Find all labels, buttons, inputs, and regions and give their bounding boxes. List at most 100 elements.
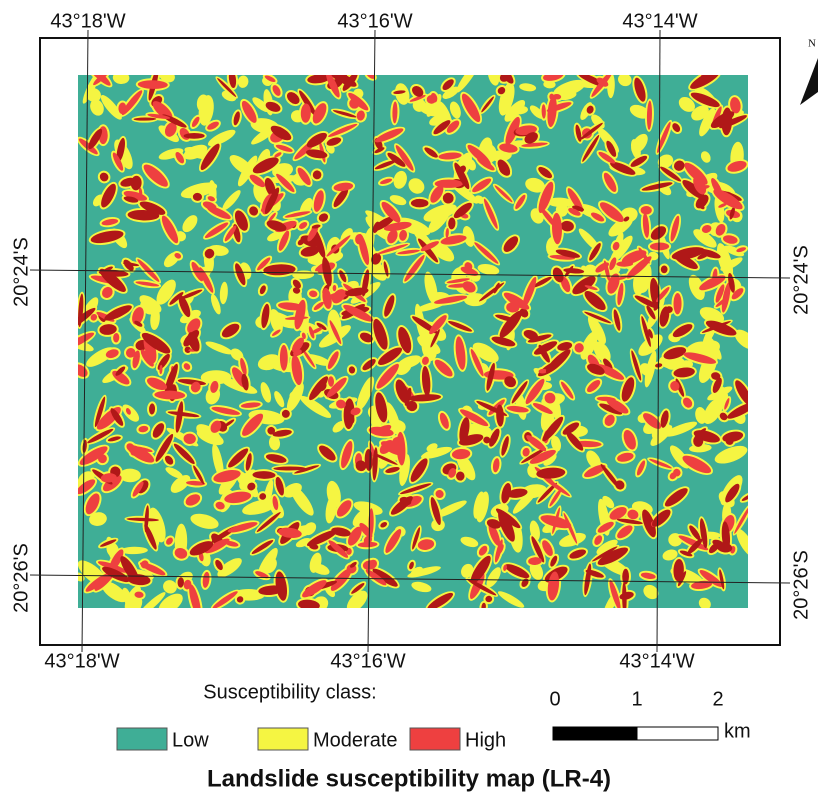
scale-label: 2 [712, 688, 723, 710]
lon-label: 43°18'W [50, 10, 125, 32]
moderate-patch [695, 407, 707, 424]
high-patch [272, 85, 281, 96]
high-patch [616, 261, 634, 267]
high-patch [249, 206, 259, 216]
high-patch [98, 269, 129, 277]
moderate-patch [698, 340, 720, 357]
high-patch [356, 110, 365, 121]
moderate-patch [657, 154, 674, 169]
legend-swatch [116, 727, 168, 751]
high-patch [511, 381, 528, 404]
high-patch [328, 540, 349, 558]
high-patch [646, 305, 656, 320]
high-patch [376, 363, 399, 389]
high-patch [683, 352, 717, 364]
moderate-patch [504, 100, 526, 122]
high-patch [430, 185, 444, 203]
high-patch [399, 229, 408, 241]
high-patch [693, 175, 707, 195]
moderate-patch [325, 494, 337, 524]
high-patch [102, 566, 130, 583]
high-patch [345, 287, 369, 297]
high-patch [110, 408, 124, 426]
high-patch [417, 238, 439, 263]
lon-label: 43°14'W [619, 650, 694, 672]
moderate-patch [477, 263, 500, 275]
moderate-patch [456, 75, 480, 93]
high-patch [318, 213, 329, 222]
moderate-patch [269, 309, 283, 334]
moderate-patch [519, 83, 537, 92]
high-patch [506, 405, 529, 413]
high-patch [586, 105, 594, 114]
high-patch [193, 465, 205, 485]
high-patch [503, 564, 507, 571]
high-patch [621, 377, 635, 402]
high-patch [333, 182, 354, 192]
high-patch [78, 138, 98, 155]
high-patch [265, 454, 287, 463]
high-patch [459, 409, 489, 427]
moderate-patch [442, 86, 460, 99]
high-patch [207, 196, 216, 202]
high-patch [267, 426, 276, 435]
moderate-patch [158, 75, 175, 83]
high-patch [572, 205, 585, 212]
high-patch [398, 326, 412, 354]
high-patch [228, 448, 249, 468]
high-patch [392, 101, 398, 124]
high-patch [660, 166, 682, 182]
moderate-patch [106, 542, 119, 557]
moderate-patch [529, 561, 544, 581]
high-patch [701, 225, 712, 233]
high-patch [278, 527, 302, 539]
moderate-patch [150, 307, 160, 331]
high-patch [712, 377, 722, 394]
moderate-patch [664, 421, 698, 437]
high-patch [699, 569, 723, 588]
high-patch [616, 518, 643, 525]
high-patch [523, 329, 538, 340]
high-patch [134, 591, 144, 598]
moderate-patch [597, 127, 619, 153]
high-patch [275, 571, 288, 601]
high-patch [521, 142, 548, 147]
moderate-patch [433, 500, 467, 518]
high-patch [161, 215, 179, 244]
high-patch [567, 188, 584, 213]
high-patch [526, 435, 547, 452]
high-patch [306, 132, 327, 148]
high-patch [132, 481, 144, 497]
moderate-patch [165, 467, 183, 479]
moderate-patch [237, 155, 258, 187]
high-patch [210, 420, 222, 433]
moderate-patch [472, 342, 499, 363]
high-patch [682, 455, 712, 474]
high-patch [189, 541, 214, 556]
high-patch [307, 224, 319, 242]
high-patch [491, 336, 516, 347]
high-patch [259, 285, 266, 295]
high-patch [331, 289, 346, 304]
high-patch [560, 381, 574, 399]
high-patch [279, 344, 288, 371]
high-patch [341, 440, 353, 469]
high-patch [385, 467, 400, 473]
high-patch [606, 140, 617, 157]
high-patch [407, 394, 442, 402]
high-patch [147, 113, 171, 119]
high-patch [116, 137, 126, 163]
high-patch [531, 536, 545, 563]
high-patch [532, 403, 553, 414]
high-patch [673, 160, 685, 171]
high-patch [599, 403, 623, 415]
high-patch [261, 303, 270, 329]
high-patch [227, 522, 258, 533]
high-patch [626, 256, 652, 279]
high-patch [690, 75, 720, 89]
high-patch [498, 165, 510, 176]
map-raster [78, 75, 748, 608]
high-patch [697, 251, 711, 260]
moderate-patch [411, 581, 432, 593]
high-patch [438, 152, 462, 160]
